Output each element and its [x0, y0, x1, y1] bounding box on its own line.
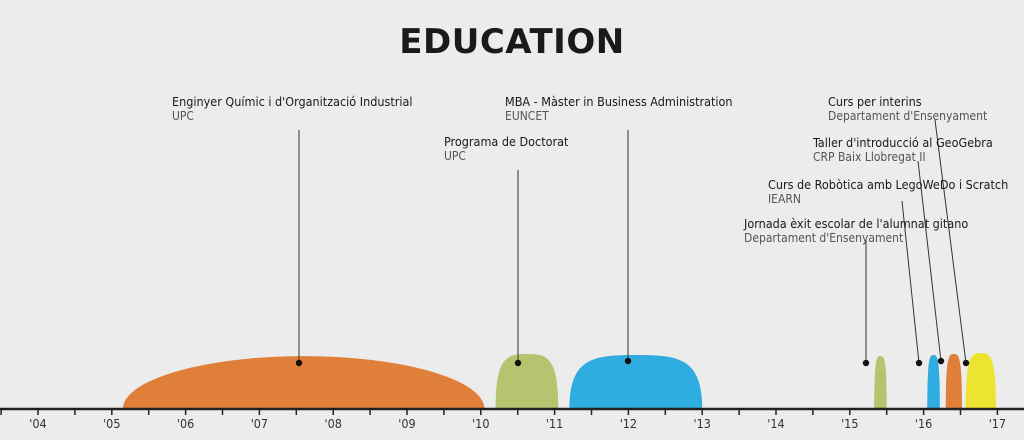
event-title: MBA - Màster in Business Administration: [505, 94, 733, 109]
event-label: Programa de Doctorat UPC: [444, 134, 568, 164]
event-title: Programa de Doctorat: [444, 134, 569, 149]
event-dome[interactable]: [874, 356, 887, 409]
event-shapes: [122, 353, 996, 409]
event-label: Curs de Robòtica amb LegoWeDo i Scratch I…: [768, 177, 1008, 207]
year-label: '04: [29, 416, 47, 431]
event-subtitle: EUNCET: [505, 109, 549, 123]
leader-line: [917, 160, 942, 362]
event-dot: [915, 359, 923, 367]
year-label: '08: [324, 416, 342, 431]
event-label: Jornada èxit escolar de l'alumnat gitano…: [744, 216, 968, 246]
year-label: '13: [693, 416, 711, 431]
event-dome[interactable]: [945, 354, 962, 409]
event-dome[interactable]: [495, 354, 559, 409]
leader-line: [901, 200, 920, 364]
event-dome[interactable]: [569, 355, 703, 409]
event-dot: [937, 357, 945, 365]
timeline-axis: [0, 407, 1024, 415]
event-title: Enginyer Químic i d'Organització Industr…: [172, 94, 413, 109]
event-subtitle: UPC: [444, 149, 466, 163]
year-label: '12: [619, 416, 638, 431]
page-title: EDUCATION: [399, 22, 625, 62]
event-dot: [295, 359, 303, 367]
year-label: '07: [250, 416, 269, 431]
event-subtitle: CRP Baix Llobregat II: [813, 150, 926, 164]
event-label: Curs per interins Departament d'Ensenyame…: [828, 94, 987, 124]
event-label: Enginyer Químic i d'Organització Industr…: [172, 94, 413, 124]
leader-line: [934, 119, 967, 364]
event-dot: [962, 359, 970, 367]
year-label: '09: [398, 416, 416, 431]
event-dome[interactable]: [965, 353, 996, 409]
year-label: '14: [767, 416, 785, 431]
event-subtitle: IEARN: [768, 192, 801, 206]
year-label: '06: [176, 416, 195, 431]
year-label: '10: [472, 416, 490, 431]
year-label: '05: [103, 416, 121, 431]
year-label: '11: [545, 416, 564, 431]
event-title: Jornada èxit escolar de l'alumnat gitano: [744, 216, 969, 231]
event-dome[interactable]: [122, 356, 485, 409]
event-subtitle: UPC: [172, 109, 194, 123]
leader-lines: [295, 119, 970, 367]
event-label: MBA - Màster in Business Administration E…: [505, 94, 733, 124]
event-dome[interactable]: [927, 355, 940, 409]
year-label: '16: [914, 416, 933, 431]
event-title: Curs per interins: [828, 94, 922, 109]
event-dot: [862, 359, 870, 367]
event-dot: [514, 359, 522, 367]
event-title: Taller d'introducció al GeoGebra: [813, 135, 993, 150]
event-subtitle: Departament d'Ensenyament: [744, 231, 904, 245]
event-label: Taller d'introducció al GeoGebra CRP Baix…: [813, 135, 993, 165]
event-title: Curs de Robòtica amb LegoWeDo i Scratch: [768, 177, 1009, 192]
year-label: '15: [841, 416, 859, 431]
event-dot: [624, 357, 632, 365]
year-label: '17: [988, 416, 1007, 431]
event-subtitle: Departament d'Ensenyament: [828, 109, 988, 123]
